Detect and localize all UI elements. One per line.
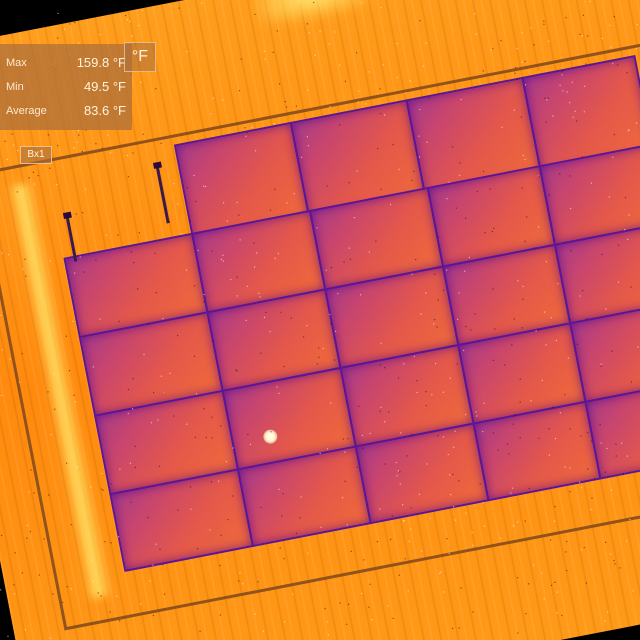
stat-label: Min	[6, 81, 24, 93]
stat-label: Max	[6, 57, 27, 69]
stat-label: Average	[6, 105, 47, 117]
stat-value: 83.6 °F	[84, 103, 126, 118]
stat-row-max: Max 159.8 °F	[0, 54, 132, 76]
unit-toggle-button[interactable]: °F	[124, 42, 156, 72]
stat-value: 159.8 °F	[77, 55, 126, 70]
stat-value: 49.5 °F	[84, 79, 126, 94]
measurement-panel: Max 159.8 °F Min 49.5 °F Average 83.6 °F	[0, 44, 132, 130]
region-label[interactable]: Bx1	[20, 146, 52, 164]
stat-row-min: Min 49.5 °F	[0, 78, 132, 100]
stat-row-average: Average 83.6 °F	[0, 102, 132, 124]
